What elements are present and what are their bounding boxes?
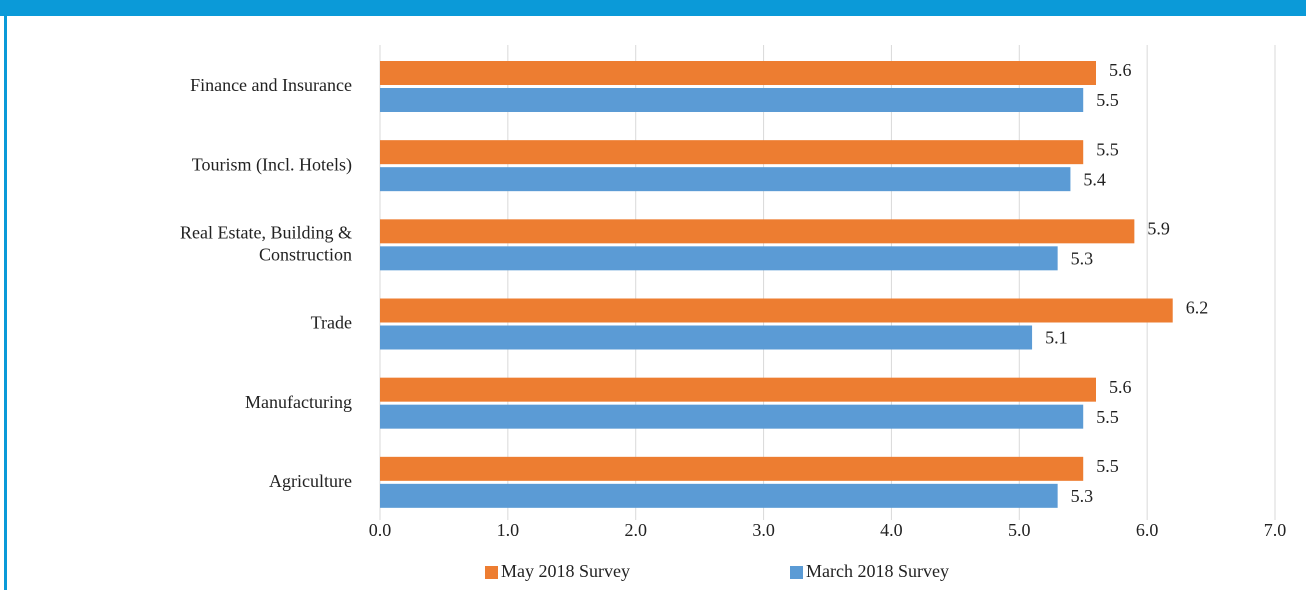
bar (380, 325, 1033, 350)
bar (380, 404, 1084, 429)
bar (380, 167, 1071, 192)
value-label: 5.5 (1096, 139, 1119, 159)
value-label: 5.5 (1096, 407, 1119, 427)
x-tick-label: 1.0 (497, 520, 520, 540)
legend-label: March 2018 Survey (806, 561, 949, 581)
bar (380, 483, 1058, 508)
x-tick-label: 3.0 (752, 520, 775, 540)
category-label: Manufacturing (245, 392, 352, 412)
category-label: Trade (311, 313, 352, 333)
value-label: 5.6 (1109, 60, 1132, 80)
bar (380, 61, 1096, 85)
x-tick-label: 6.0 (1136, 520, 1159, 540)
x-tick-label: 7.0 (1264, 520, 1287, 540)
bar (380, 298, 1173, 323)
x-tick-label: 0.0 (369, 520, 392, 540)
legend-label: May 2018 Survey (501, 561, 630, 581)
value-label: 5.1 (1045, 328, 1068, 348)
bar (380, 377, 1096, 402)
left-border (4, 16, 7, 590)
value-label: 5.3 (1071, 486, 1094, 506)
value-label: 5.5 (1096, 456, 1119, 476)
x-tick-label: 4.0 (880, 520, 903, 540)
legend-swatch (790, 566, 803, 579)
value-label: 5.9 (1147, 218, 1170, 238)
category-label: Finance and Insurance (190, 75, 352, 95)
category-label: Real Estate, Building & Construction (180, 222, 352, 264)
bar (380, 88, 1084, 112)
category-label: Tourism (Incl. Hotels) (192, 154, 352, 175)
header-bar (0, 0, 1306, 16)
bar (380, 219, 1135, 244)
value-label: 6.2 (1186, 298, 1209, 318)
value-label: 5.3 (1071, 248, 1094, 268)
category-label: Agriculture (269, 471, 352, 491)
legend-swatch (485, 566, 498, 579)
bar (380, 246, 1058, 271)
bar (380, 456, 1084, 481)
value-label: 5.4 (1083, 169, 1106, 189)
x-tick-label: 2.0 (624, 520, 647, 540)
value-label: 5.6 (1109, 377, 1132, 397)
value-label: 5.5 (1096, 90, 1119, 110)
x-tick-label: 5.0 (1008, 520, 1031, 540)
bar (380, 140, 1084, 165)
